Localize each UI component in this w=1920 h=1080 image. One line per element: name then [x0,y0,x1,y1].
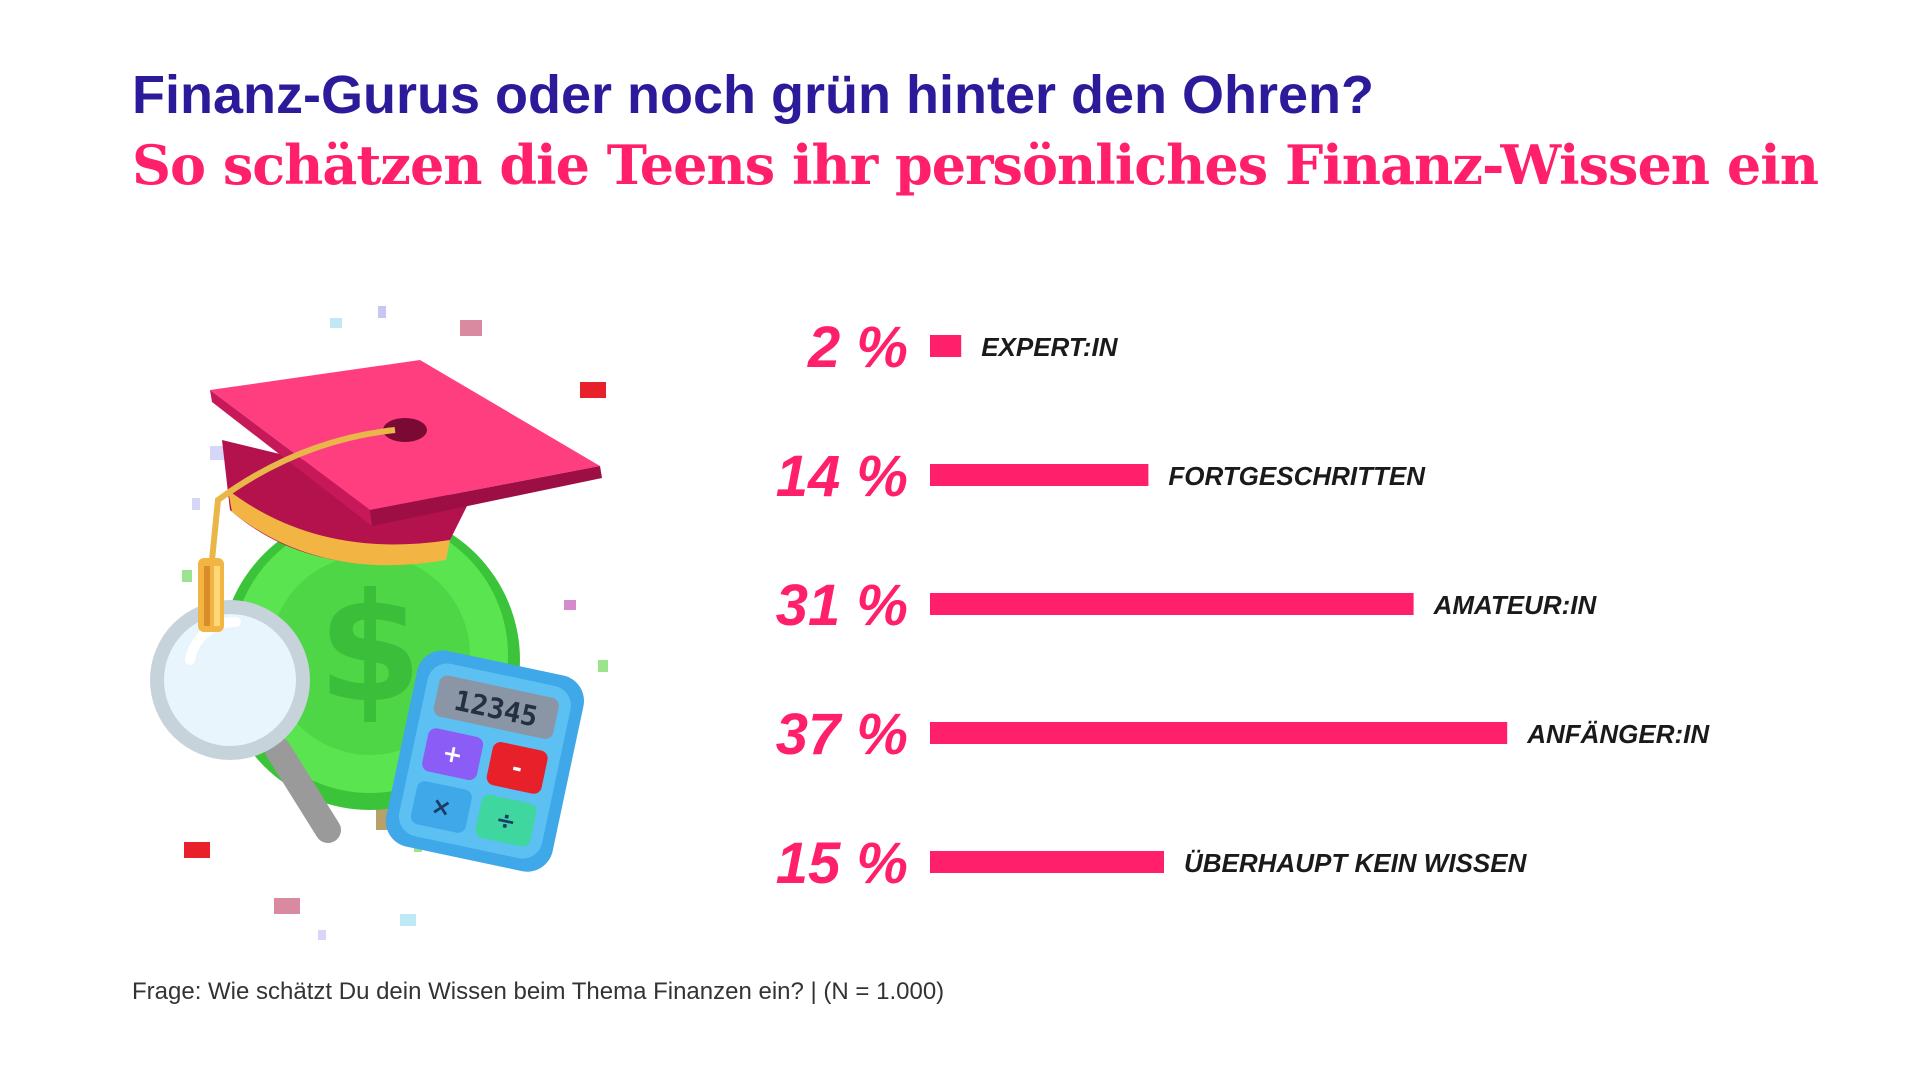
graduation-cap-icon [198,360,602,632]
bar [930,722,1508,744]
bar [930,464,1149,486]
bar-category-label: FORTGESCHRITTEN [1168,461,1426,491]
finance-illustration: $ 12345 + - × ÷ [150,306,608,940]
chart-subtitle: So schätzen die Teens ihr persönliches F… [132,133,1819,197]
bar-category-label: ÜBERHAUPT KEIN WISSEN [1184,848,1528,878]
magnifying-glass-icon [150,600,341,843]
chart-title: Finanz-Gurus oder noch grün hinter den O… [132,65,1374,125]
bar [930,593,1414,615]
bar [930,335,962,357]
svg-text:$: $ [318,562,422,736]
bar-category-label: AMATEUR:IN [1433,590,1598,620]
bar-value-label: 15 % [776,831,908,896]
bar-value-label: 37 % [776,702,908,767]
bar [930,851,1164,873]
footnote: Frage: Wie schätzt Du dein Wissen beim T… [132,978,945,1005]
bar-value-label: 31 % [776,573,908,638]
bar-category-label: ANFÄNGER:IN [1526,719,1710,749]
bar-chart: 2 % EXPERT:IN 14 % FORTGESCHRITTEN 31 % AMATE… [776,315,1711,896]
bar-value-label: 2 % [807,315,908,380]
calculator-icon: 12345 + - × ÷ [385,650,584,872]
bar-category-label: EXPERT:IN [981,332,1119,362]
bar-value-label: 14 % [776,444,908,509]
